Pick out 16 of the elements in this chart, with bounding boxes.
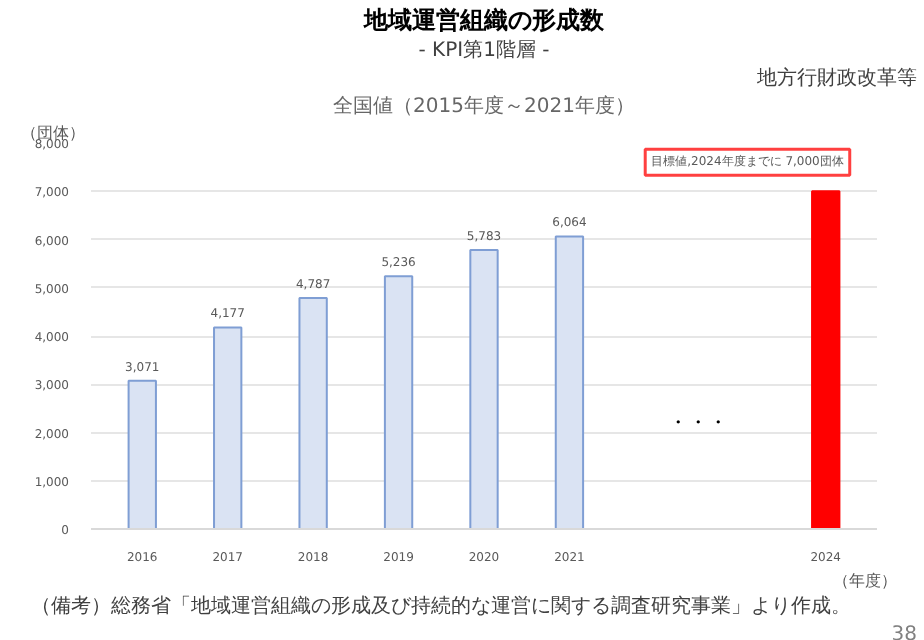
chart-subtitle: - KPI第1階層 - <box>418 38 551 62</box>
bar <box>383 275 414 529</box>
y-axis-title: （団体） <box>21 124 85 142</box>
text: （備考）総務省「地域運営組織の形成及び持続的な運営に関する調査研究事業」より作成。 <box>31 594 851 618</box>
text: 38 <box>891 624 918 640</box>
text: 地方行財政改革等 <box>755 66 917 90</box>
bar <box>469 248 499 529</box>
bar <box>298 297 328 529</box>
annotation: ・・・ <box>667 412 728 435</box>
chart-title: 地域運営組織の形成数 <box>362 6 606 34</box>
bar <box>127 379 157 529</box>
x-axis-title: （年度） <box>833 572 897 590</box>
text: 全国値（2015年度～2021年度） <box>333 94 635 118</box>
bar <box>554 235 585 529</box>
bar <box>811 190 841 529</box>
bar <box>213 326 243 529</box>
